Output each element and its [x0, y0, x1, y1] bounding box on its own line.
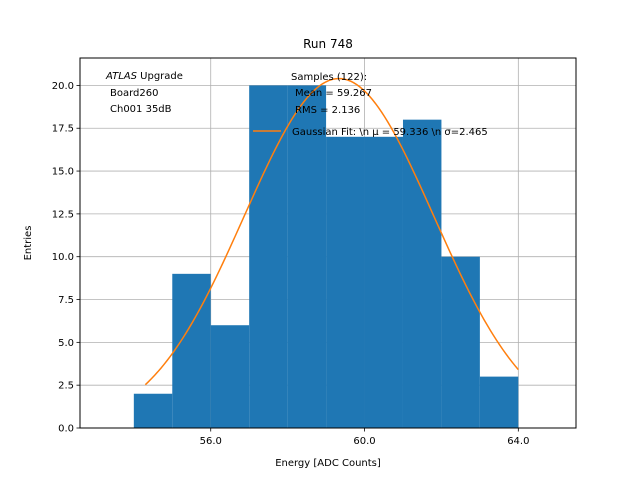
legend-hist-swatch — [253, 86, 281, 96]
y-tick-label: 12.5 — [52, 209, 74, 220]
y-tick-label: 10.0 — [52, 252, 74, 263]
histogram-bar — [210, 325, 250, 428]
legend-hist-line-1: Samples (122): — [291, 72, 367, 83]
y-axis-label: Entries — [23, 226, 34, 261]
x-tick-label: 60.0 — [353, 436, 375, 447]
y-tick-label: 0.0 — [58, 424, 74, 435]
histogram-bar — [287, 85, 327, 428]
histogram-bar — [364, 136, 403, 428]
y-tick-label: 5.0 — [58, 338, 74, 349]
histogram-bar — [402, 119, 442, 429]
legend: Samples (122): Mean = 59.267 RMS = 2.136… — [253, 72, 488, 138]
y-tick-label: 20.0 — [52, 81, 74, 92]
annotation-atlas: ATLAS — [105, 71, 138, 82]
histogram-bar — [479, 376, 519, 428]
annotation-upgrade: Upgrade — [137, 71, 183, 82]
annotation-channel: Ch001 35dB — [110, 104, 172, 115]
legend-fit-label: Gaussian Fit: \n μ = 59.336 \n σ=2.465 — [292, 127, 488, 138]
histogram-bar — [133, 393, 173, 428]
x-axis-ticks: 56.0 60.0 64.0 — [200, 428, 529, 447]
legend-hist-line-2: Mean = 59.267 — [295, 88, 372, 99]
y-tick-label: 17.5 — [52, 124, 74, 135]
y-tick-label: 7.5 — [58, 295, 74, 306]
y-tick-label: 15.0 — [52, 167, 74, 178]
histogram-bar — [172, 273, 211, 428]
histogram-bar — [249, 85, 288, 428]
y-tick-label: 2.5 — [58, 381, 74, 392]
gaussian-fit-curve — [144, 77, 519, 386]
plot-frame — [79, 57, 577, 429]
atlas-annotation: ATLAS Upgrade Board260 Ch001 35dB — [105, 71, 183, 115]
legend-hist-line-3: RMS = 2.136 — [295, 105, 360, 116]
x-tick-label: 56.0 — [200, 436, 222, 447]
x-axis-label: Energy [ADC Counts] — [275, 458, 381, 469]
annotation-board: Board260 — [110, 88, 158, 99]
chart-title: Run 748 — [303, 37, 353, 51]
histogram-bars — [133, 85, 519, 429]
histogram-bar — [441, 256, 480, 428]
annotation-line-1: ATLAS Upgrade — [105, 71, 183, 82]
y-axis-ticks: 0.0 2.5 5.0 7.5 10.0 12.5 15.0 17.5 20.0 — [52, 81, 80, 435]
histogram-bar — [326, 136, 365, 428]
x-tick-label: 64.0 — [507, 436, 529, 447]
